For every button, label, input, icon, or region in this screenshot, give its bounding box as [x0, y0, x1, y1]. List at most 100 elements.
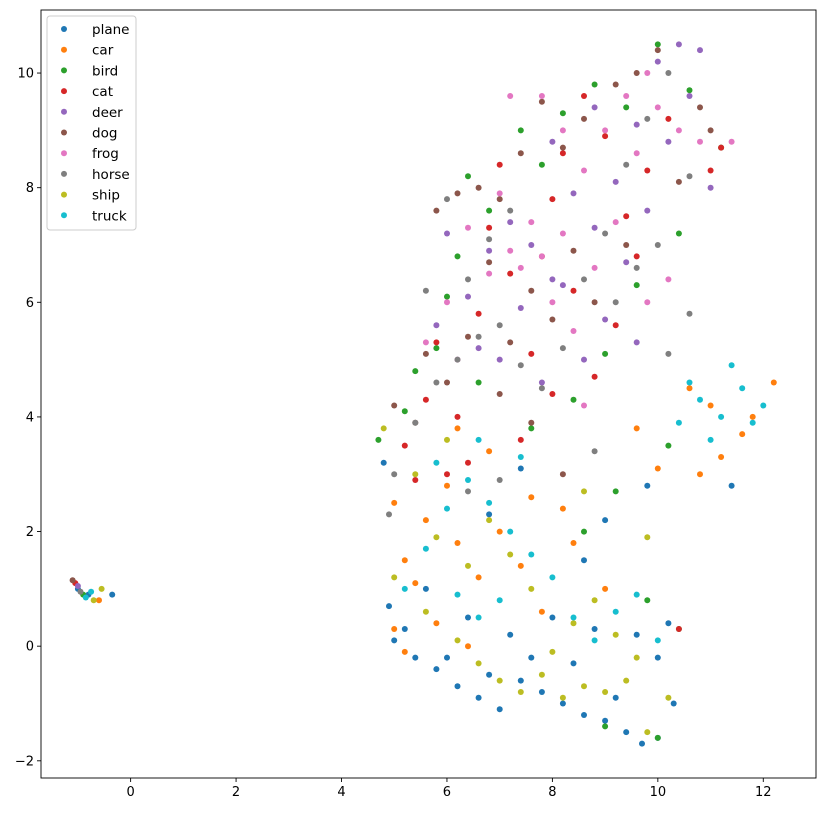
point-dog [697, 104, 703, 111]
point-plane [422, 585, 429, 592]
point-horse [665, 70, 672, 76]
y-tick-label: 0 [26, 640, 34, 655]
point-cat [412, 477, 419, 483]
point-truck [528, 551, 535, 558]
y-axis: −2 0 2 4 6 8 10 [15, 67, 41, 769]
legend-marker-dog [61, 129, 67, 136]
point-frog [444, 299, 450, 306]
point-truck [675, 419, 682, 426]
point-deer [633, 339, 640, 346]
point-bird [623, 104, 630, 111]
point-frog [697, 138, 703, 145]
point-plane [644, 482, 651, 489]
point-deer [697, 47, 703, 54]
point-horse [612, 299, 619, 306]
point-horse [623, 161, 630, 168]
x-axis: 0 2 4 6 8 10 12 [126, 778, 772, 800]
point-dog [465, 333, 471, 340]
point-truck [570, 614, 577, 621]
point-truck [549, 574, 556, 581]
point-plane [517, 677, 524, 684]
point-deer [528, 242, 535, 248]
point-plane [612, 694, 619, 701]
point-bird [665, 442, 672, 449]
legend-label: car [92, 43, 114, 59]
point-plane [570, 660, 577, 667]
point-car [538, 608, 545, 615]
plot-frame [40, 9, 817, 779]
point-car [570, 540, 577, 546]
point-dog [517, 150, 524, 157]
point-bird [654, 734, 661, 741]
legend-box [46, 15, 137, 231]
point-bird [633, 282, 640, 289]
point-plane [549, 614, 556, 621]
points-layer [69, 41, 777, 747]
point-cat [602, 133, 609, 140]
point-car [686, 385, 693, 392]
point-ship [602, 689, 609, 695]
point-truck [496, 597, 503, 604]
point-cat [718, 144, 725, 151]
x-tick-label: 8 [548, 785, 556, 800]
point-dog [454, 190, 461, 197]
point-plane [670, 700, 677, 707]
point-dog [538, 98, 545, 105]
point-horse [644, 115, 651, 122]
point-frog [623, 93, 630, 99]
point-horse [475, 333, 482, 340]
point-deer [612, 178, 619, 185]
point-horse [591, 448, 598, 455]
point-frog [612, 219, 619, 226]
point-deer [591, 104, 598, 111]
point-truck [88, 588, 95, 595]
point-horse [538, 385, 545, 392]
point-car [697, 471, 703, 478]
point-horse [581, 276, 587, 283]
point-frog [665, 276, 672, 283]
point-car [96, 597, 102, 604]
point-horse [654, 242, 661, 248]
point-bird [538, 161, 545, 168]
point-ship [422, 608, 429, 615]
point-truck [739, 385, 746, 392]
point-dog [612, 81, 619, 88]
point-cat [401, 442, 408, 449]
point-frog [591, 264, 598, 271]
point-plane [507, 631, 514, 638]
legend-label: dog [92, 126, 117, 142]
point-deer [665, 138, 672, 145]
point-horse [433, 379, 440, 386]
point-truck [707, 436, 714, 443]
legend-label: frog [92, 146, 119, 162]
point-cat [496, 161, 503, 168]
point-car [559, 505, 566, 512]
point-deer [507, 219, 514, 226]
point-plane [728, 482, 735, 489]
point-frog [602, 127, 609, 134]
point-plane [581, 712, 587, 718]
x-tick-label: 0 [126, 785, 134, 800]
point-frog [581, 402, 587, 409]
point-deer [633, 121, 640, 128]
point-horse [444, 196, 450, 203]
point-horse [391, 471, 398, 478]
legend-marker-cat [61, 88, 67, 95]
point-plane [401, 626, 408, 632]
point-dog [654, 47, 661, 54]
legend-label: deer [92, 105, 123, 121]
point-dog [433, 207, 440, 214]
point-dog [581, 115, 587, 122]
point-dog [69, 577, 76, 584]
point-horse [507, 207, 514, 214]
legend-marker-frog [61, 150, 67, 157]
point-horse [412, 419, 419, 426]
point-ship [644, 534, 651, 541]
point-frog [507, 247, 514, 254]
point-plane [444, 654, 450, 661]
point-cat [549, 391, 556, 397]
point-dog [486, 259, 493, 266]
legend-marker-car [61, 46, 67, 53]
point-plane [602, 517, 609, 524]
